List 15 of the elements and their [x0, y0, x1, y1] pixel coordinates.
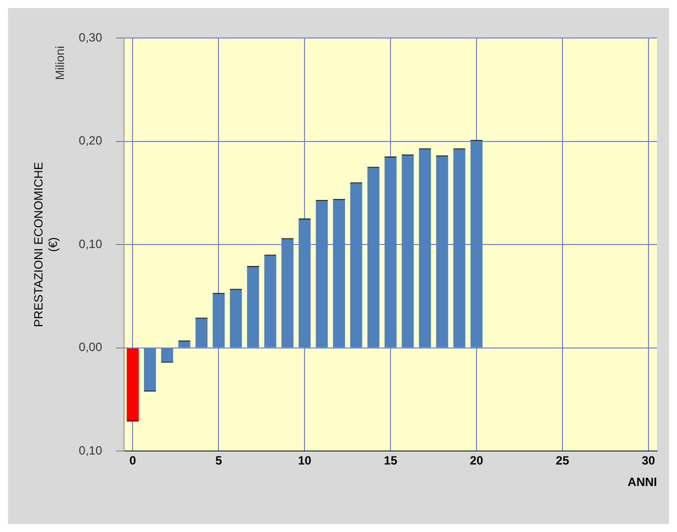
y-tick-label: 0,10	[78, 444, 102, 458]
x-axis-title: ANNI	[628, 475, 657, 490]
x-tick-label: 20	[470, 454, 484, 468]
x-tick-label: 30	[642, 454, 656, 468]
y-tick-label: 0,10	[78, 236, 102, 251]
x-tick-label: 0	[129, 454, 136, 468]
x-tick-label: 10	[298, 454, 312, 468]
y-axis-title: PRESTAZIONI ECONOMICHE (€)	[32, 162, 60, 328]
y-tick-label: 0,30	[78, 30, 102, 44]
y-tick-label: 0,00	[78, 340, 102, 354]
y-tick-label: 0,20	[78, 134, 102, 148]
x-tick-label: 5	[215, 454, 222, 468]
text: Milioni	[53, 46, 68, 80]
x-tick-label: 25	[556, 454, 570, 468]
x-tick-label: 15	[384, 454, 398, 468]
